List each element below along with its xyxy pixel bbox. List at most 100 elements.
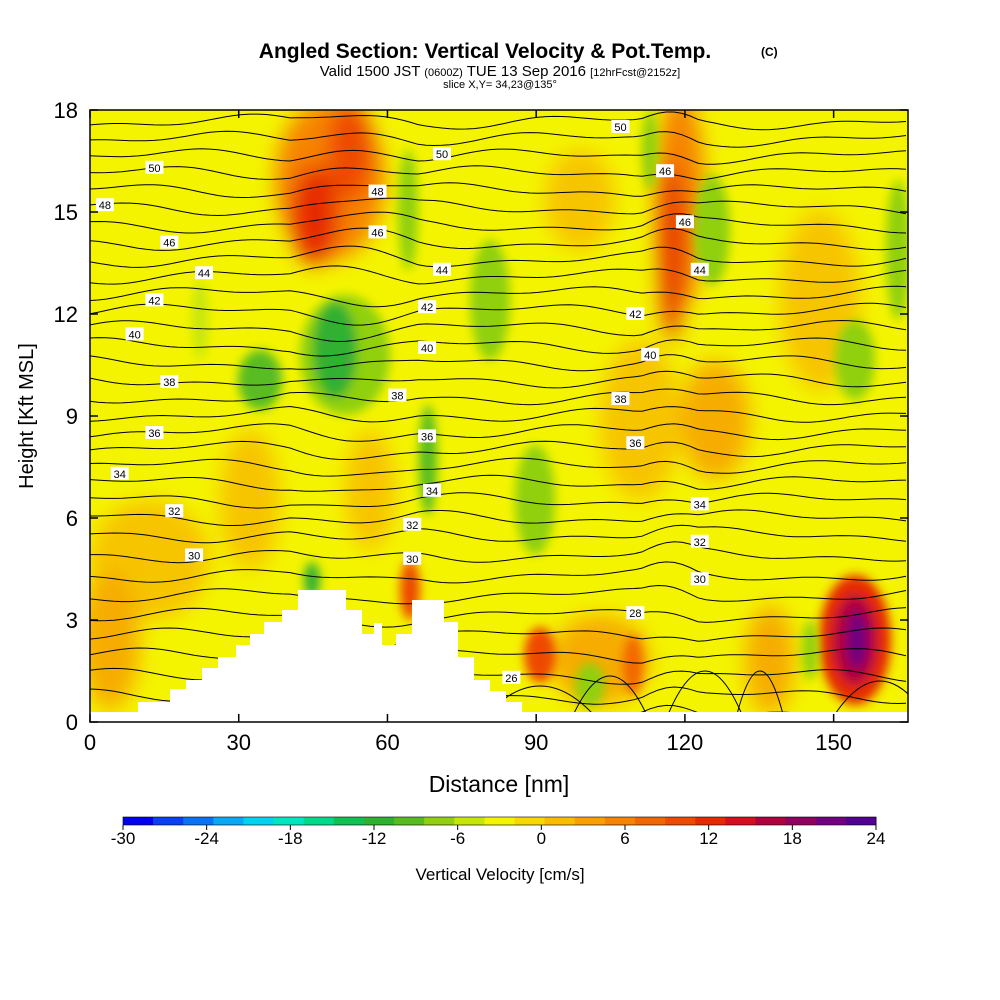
colorbar-frame bbox=[122, 816, 877, 826]
contour-label-bg bbox=[675, 215, 694, 229]
theta-contour bbox=[90, 285, 907, 308]
colorbar-segment bbox=[153, 817, 184, 825]
theta-contour bbox=[90, 584, 907, 605]
x-tick-label: 0 bbox=[84, 730, 96, 755]
colorbar-segment bbox=[635, 817, 666, 825]
contour-label: 48 bbox=[371, 187, 383, 199]
potential-temperature-contours bbox=[90, 111, 908, 722]
chart-title: Angled Section: Vertical Velocity & Pot.… bbox=[259, 40, 711, 63]
contour-label: 26 bbox=[505, 673, 517, 685]
theta-contour bbox=[90, 474, 907, 492]
theta-contour bbox=[90, 165, 907, 181]
contour-label-bg bbox=[690, 534, 709, 548]
contour-label: 42 bbox=[148, 295, 160, 307]
contour-label-bg bbox=[165, 504, 184, 518]
contour-label: 42 bbox=[629, 309, 641, 321]
contour-label-bg bbox=[423, 483, 442, 497]
contour-labels: 50 50 50 48 48 46 46 46 46 44 44 44 42 42 42 40 40 40 38 38… bbox=[95, 120, 709, 685]
chart-title-units: (C) bbox=[761, 45, 778, 59]
colorbar-tick-label: -24 bbox=[194, 829, 219, 848]
theta-contour bbox=[90, 541, 907, 564]
contour-label-bg bbox=[611, 120, 630, 133]
colorbar-tick-label: -12 bbox=[362, 829, 387, 848]
contour-label: 30 bbox=[694, 574, 706, 586]
contour-label: 40 bbox=[421, 343, 433, 355]
contour-label-bg bbox=[418, 300, 437, 314]
theta-contour bbox=[90, 302, 907, 326]
colorbar: -30 -24 -18 -12 -6 0 6 12 18 24 bbox=[111, 816, 886, 848]
contour-label-bg bbox=[641, 347, 660, 361]
contour-label: 34 bbox=[694, 499, 706, 511]
theta-contour bbox=[90, 337, 907, 357]
theta-contour bbox=[90, 130, 907, 148]
contour-label-bg bbox=[403, 551, 422, 565]
contour-label-bg bbox=[195, 266, 214, 280]
theta-contour bbox=[90, 509, 907, 526]
colorbar-tick-label: 6 bbox=[620, 829, 629, 848]
contour-label-bg bbox=[611, 392, 630, 405]
theta-contour bbox=[90, 524, 907, 544]
colorbar-tick-label: 12 bbox=[699, 829, 718, 848]
contour-label: 40 bbox=[644, 350, 656, 362]
theta-contour bbox=[90, 319, 907, 343]
contour-label: 38 bbox=[163, 377, 175, 389]
colorbar-label: Vertical Velocity [cm/s] bbox=[415, 865, 584, 884]
colorbar-segment bbox=[604, 817, 636, 825]
contour-label: 42 bbox=[421, 302, 433, 314]
x-tick-label: 90 bbox=[524, 730, 548, 755]
theta-contour bbox=[90, 492, 907, 509]
contour-label: 32 bbox=[694, 537, 706, 549]
colorbar-segment bbox=[484, 817, 516, 825]
theta-contour bbox=[90, 197, 907, 217]
theta-contour bbox=[90, 370, 907, 389]
contour-label-bg bbox=[418, 429, 437, 443]
theta-contour bbox=[90, 265, 907, 285]
contour-label: 32 bbox=[168, 506, 180, 518]
y-tick-label: 15 bbox=[54, 200, 78, 225]
plot-area: 50 50 50 48 48 46 46 46 46 44 44 44 42 42 42 40 40 40 38 38… bbox=[90, 110, 908, 722]
contour-label: 30 bbox=[188, 550, 200, 562]
x-tick-label: 120 bbox=[667, 730, 704, 755]
colorbar-tick-label: -18 bbox=[278, 829, 303, 848]
theta-contour bbox=[90, 245, 907, 268]
colorbar-segment bbox=[755, 817, 787, 825]
contour-label-bg bbox=[403, 517, 422, 531]
contour-label-bg bbox=[418, 341, 437, 354]
contour-label: 48 bbox=[99, 200, 111, 212]
colorbar-segment bbox=[213, 817, 244, 825]
theta-contour bbox=[569, 675, 651, 722]
contour-label: 46 bbox=[371, 227, 383, 239]
y-axis-label: Height [Kft MSL] bbox=[16, 343, 38, 489]
contour-label-bg bbox=[368, 184, 387, 198]
colorbar-segment bbox=[303, 817, 335, 825]
contour-label: 44 bbox=[694, 265, 706, 277]
contour-label-bg bbox=[626, 436, 645, 450]
contour-label: 50 bbox=[614, 122, 626, 134]
contour-label-bg bbox=[690, 262, 709, 276]
y-tick-label: 3 bbox=[66, 608, 78, 633]
theta-contour bbox=[90, 457, 907, 477]
colorbar-segment bbox=[454, 817, 485, 825]
contour-label: 34 bbox=[114, 469, 126, 481]
colorbar-segment bbox=[695, 817, 726, 825]
colorbar-tick-label: 24 bbox=[867, 829, 886, 848]
contour-label-bg bbox=[125, 327, 144, 341]
forecast-info: [12hrFcst@2152z] bbox=[590, 67, 680, 79]
colorbar-segment bbox=[665, 817, 696, 825]
contour-label: 36 bbox=[629, 438, 641, 450]
contour-label-bg bbox=[145, 160, 164, 174]
x-tick-label: 150 bbox=[815, 730, 852, 755]
contour-label-bg bbox=[388, 388, 407, 402]
contour-label-bg bbox=[145, 426, 164, 439]
y-tick-label: 18 bbox=[54, 98, 78, 123]
colorbar-segment bbox=[845, 817, 877, 825]
colorbar-segment bbox=[544, 817, 576, 825]
colorbar-segment bbox=[815, 817, 847, 825]
theta-contour bbox=[734, 670, 786, 722]
theta-contour bbox=[90, 111, 907, 131]
theta-contour bbox=[90, 148, 907, 165]
colorbar-segment bbox=[574, 817, 606, 825]
contour-label: 38 bbox=[391, 391, 403, 403]
